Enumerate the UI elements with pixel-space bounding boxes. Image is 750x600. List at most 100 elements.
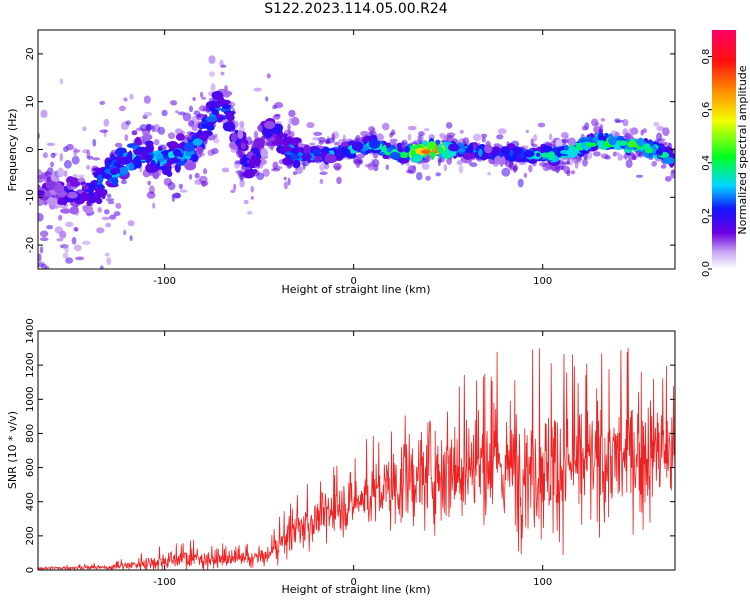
spectral-blob xyxy=(523,150,535,158)
spectral-blob xyxy=(622,118,629,127)
figure-title: S122.2023.114.05.00.R24 xyxy=(264,1,448,17)
spectral-blob xyxy=(69,180,81,187)
spectral-blob xyxy=(501,167,511,177)
spectral-blob xyxy=(41,316,48,320)
spectral-blob xyxy=(389,132,393,138)
spectral-blob xyxy=(195,146,204,155)
spectral-blob xyxy=(88,183,96,188)
x-tick-label: 0 xyxy=(350,276,356,287)
spectral-blob xyxy=(203,168,208,175)
spectral-blob xyxy=(627,127,636,135)
spectral-blob xyxy=(75,292,83,295)
spectral-blob xyxy=(211,147,219,155)
y-tick-label: 800 xyxy=(25,424,36,443)
spectral-blob xyxy=(143,95,151,104)
spectral-blob xyxy=(421,163,430,170)
spectral-blob xyxy=(592,151,601,157)
spectral-blob xyxy=(125,120,131,125)
spectral-blob xyxy=(525,129,529,134)
spectral-blob xyxy=(123,229,127,236)
spectral-blob xyxy=(406,169,414,174)
y-tick-label: 0 xyxy=(25,146,36,152)
spectral-blob xyxy=(115,202,122,209)
spectral-blob xyxy=(95,186,103,196)
spectral-blob xyxy=(81,240,91,245)
spectral-blob xyxy=(73,282,76,289)
spectral-blob xyxy=(262,168,270,177)
spectral-blob xyxy=(145,144,153,153)
spectral-blob xyxy=(237,130,244,140)
spectral-blob xyxy=(300,154,312,160)
spectral-blob xyxy=(407,125,417,131)
spectral-blob xyxy=(283,145,292,152)
spectral-blob xyxy=(290,147,298,154)
spectral-blob xyxy=(625,133,631,140)
y-tick-label: 400 xyxy=(25,492,36,511)
spectral-blob xyxy=(459,129,464,134)
spectral-blob xyxy=(533,134,538,142)
spectral-blob xyxy=(74,227,79,232)
spectral-blob xyxy=(622,155,627,159)
spectral-blob xyxy=(46,225,53,230)
spectral-blob xyxy=(111,177,119,186)
spectral-blob xyxy=(198,105,208,112)
spectral-blob xyxy=(46,197,58,206)
spectral-blob xyxy=(129,235,133,242)
spectral-blob xyxy=(400,153,408,159)
spectral-blob xyxy=(435,139,441,145)
spectral-blob xyxy=(158,146,163,152)
y-tick-label: 600 xyxy=(25,458,36,477)
spectral-blob xyxy=(415,172,423,181)
spectral-blob xyxy=(109,290,118,295)
spectral-blob xyxy=(56,238,64,242)
spectrogram-marks xyxy=(38,55,675,320)
spectral-blob xyxy=(319,171,328,175)
spectral-blob xyxy=(71,155,80,165)
spectral-blob xyxy=(243,199,249,205)
spectral-blob xyxy=(338,147,351,157)
spectral-blob xyxy=(119,166,129,175)
spectral-blob xyxy=(110,167,121,173)
spectral-blob xyxy=(458,164,464,174)
spectral-blob xyxy=(567,137,577,146)
spectral-blob xyxy=(199,175,208,184)
spectral-blob xyxy=(152,202,156,209)
spectral-blob xyxy=(386,148,392,153)
spectral-blob xyxy=(517,178,524,188)
spectral-blob xyxy=(255,157,261,167)
spectral-blob xyxy=(45,180,57,191)
spectral-blob xyxy=(92,138,97,147)
spectral-blob xyxy=(62,252,69,259)
spectral-blob xyxy=(201,96,207,100)
spectral-blob xyxy=(567,149,578,158)
spectral-blob xyxy=(42,152,49,159)
spectral-blob xyxy=(440,133,446,140)
spectral-blob xyxy=(608,136,617,146)
spectral-blob xyxy=(253,138,265,149)
spectral-blob xyxy=(193,110,201,116)
spectral-blob xyxy=(250,196,254,200)
spectral-blob xyxy=(86,165,91,170)
spectral-blob xyxy=(494,155,506,165)
spectral-blob xyxy=(228,114,235,121)
snr-ylabel: SNR (10 * v/v) xyxy=(6,411,19,489)
spectral-blob xyxy=(142,133,153,141)
spectral-blob xyxy=(660,164,667,169)
colorbar: 0.0 0.2 0.4 0.6 0.8 Normalized spectral ampl… xyxy=(701,30,749,277)
spectral-blob xyxy=(437,159,441,167)
snr-xlabel: Height of straight line (km) xyxy=(281,583,430,596)
spectral-blob xyxy=(657,147,663,156)
spectral-blob xyxy=(313,131,323,136)
spectrogram-ylabel: Frequency (Hz) xyxy=(6,109,19,192)
spectral-blob xyxy=(448,149,457,157)
snr-frame xyxy=(37,330,676,571)
spectral-blob xyxy=(283,176,287,181)
spectral-blob xyxy=(165,163,172,173)
spectral-blob xyxy=(570,170,576,175)
y-tick-label: 1200 xyxy=(25,352,36,377)
spectral-blob xyxy=(367,162,375,171)
spectral-blob xyxy=(184,161,197,171)
spectral-blob xyxy=(207,91,213,96)
spectral-blob xyxy=(418,131,425,137)
